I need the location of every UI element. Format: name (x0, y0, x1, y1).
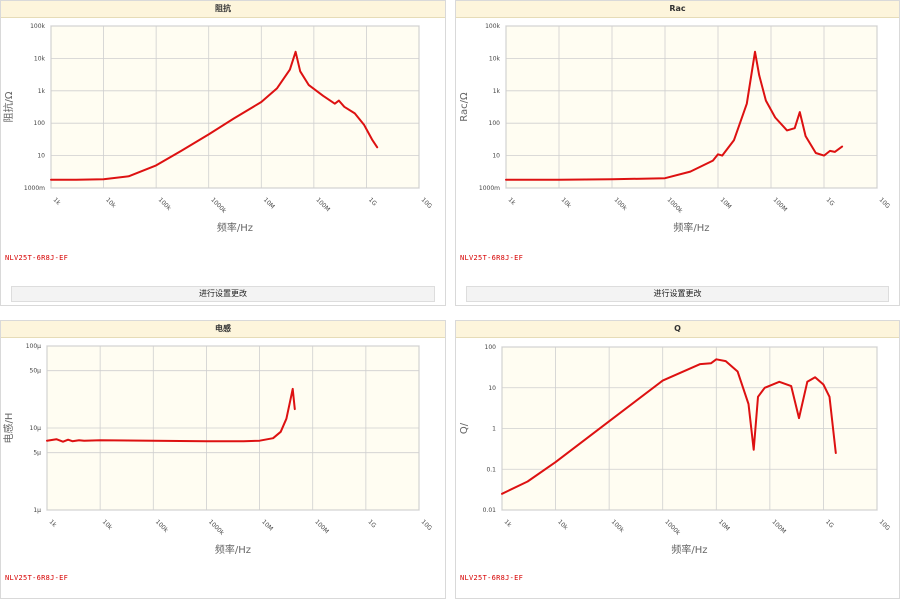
x-tick-label: 10G (420, 518, 434, 532)
x-tick-label: 1G (824, 518, 835, 529)
x-tick-label: 1k (507, 196, 517, 206)
y-axis-title: 电感/H (2, 413, 15, 444)
x-tick-label: 10k (560, 196, 573, 209)
x-tick-label: 1G (825, 196, 836, 207)
part-number-label: NLV25T-6R8J-EF (5, 254, 69, 262)
x-tick-label: 10M (262, 196, 276, 210)
settings-change-button[interactable]: 进行设置更改 (11, 286, 435, 302)
y-tick-label: 10 (37, 153, 45, 160)
panel-title: 电感 (1, 321, 445, 338)
settings-change-button[interactable]: 进行设置更改 (466, 286, 889, 302)
x-tick-label: 100M (772, 196, 789, 213)
y-tick-label: 100k (485, 23, 500, 30)
panel-title: Q (456, 321, 899, 338)
impedance-chart: 1k 10k 100k 1000k 10M 100M 1G 10G 1000m 10 100 1k 10… (2, 23, 434, 234)
part-number-label: NLV25T-6R8J-EF (460, 254, 524, 262)
y-tick-label: 100μ (26, 343, 41, 350)
y-tick-label: 1 (492, 426, 496, 433)
x-tick-label: 100k (610, 518, 626, 534)
y-tick-label: 100k (30, 23, 45, 30)
x-tick-label: 1k (52, 196, 62, 206)
x-tick-label: 1000k (666, 196, 685, 215)
rac-chart: 1k 10k 100k 1000k 10M 100M 1G 10G 1000m 10 100 1k 10… (459, 23, 892, 234)
y-tick-label: 100 (34, 120, 46, 127)
q-panel: Q 1k 10k 100k 1000k 10M 100M 1G 10G 0.01 0.1 1 10 10… (455, 320, 900, 599)
series-line (46, 387, 296, 443)
x-tick-label: 100M (770, 518, 787, 535)
series-line (501, 358, 837, 495)
plot-area (505, 25, 878, 189)
y-tick-label: 1k (38, 88, 46, 95)
x-tick-label: 1000k (207, 518, 226, 537)
series-line (50, 50, 379, 181)
y-tick-label: 1000m (479, 185, 500, 192)
y-axis-title: Q/ (459, 422, 470, 434)
y-tick-label: 10k (489, 55, 501, 62)
x-tick-label: 10M (717, 518, 731, 532)
y-tick-label: 10 (488, 385, 496, 392)
impedance-panel: 阻抗 1k 10k 100k 1000k 10M 100M 1G 10G 1000m 10 100 1… (0, 0, 446, 306)
x-tick-label: 100k (154, 518, 170, 534)
y-tick-label: 50μ (30, 368, 42, 375)
panel-title: Rac (456, 1, 899, 18)
x-tick-label: 1G (367, 196, 378, 207)
y-tick-label: 0.1 (486, 466, 496, 473)
y-tick-label: 10μ (30, 425, 42, 432)
x-tick-label: 100M (313, 518, 330, 535)
x-tick-label: 10k (101, 518, 114, 531)
x-tick-label: 100k (157, 196, 173, 212)
x-axis-title: 频率/Hz (671, 543, 707, 556)
y-tick-label: 1000m (24, 185, 45, 192)
x-tick-label: 10G (878, 196, 892, 210)
series-line (505, 50, 844, 181)
y-tick-label: 1μ (33, 507, 41, 514)
inductance-panel: 电感 1k 10k 100k 1000k 10M 100M 1G 10G 1μ 5μ 10μ 50μ 1… (0, 320, 446, 599)
x-axis-title: 频率/Hz (673, 221, 709, 234)
y-tick-label: 1k (493, 88, 501, 95)
y-tick-label: 5μ (33, 450, 41, 457)
panel-title: 阻抗 (1, 1, 445, 18)
x-tick-label: 10G (878, 518, 892, 532)
x-tick-label: 100M (314, 196, 331, 213)
x-axis-title: 频率/Hz (217, 221, 253, 234)
y-tick-label: 10k (34, 55, 46, 62)
x-tick-label: 100k (613, 196, 629, 212)
part-number-label: NLV25T-6R8J-EF (460, 574, 524, 582)
x-tick-label: 10G (420, 196, 434, 210)
x-tick-label: 1G (366, 518, 377, 529)
y-tick-label: 0.01 (483, 507, 497, 514)
y-axis-title: 阻抗/Ω (2, 91, 15, 122)
x-axis-title: 频率/Hz (215, 543, 251, 556)
x-tick-label: 1000k (663, 518, 682, 537)
y-tick-label: 10 (492, 153, 500, 160)
x-tick-label: 1000k (209, 196, 228, 215)
x-tick-label: 10M (260, 518, 274, 532)
x-tick-label: 10M (719, 196, 733, 210)
plot-area (50, 25, 420, 189)
x-tick-label: 10k (556, 518, 569, 531)
y-tick-label: 100 (485, 344, 497, 351)
q-chart: 1k 10k 100k 1000k 10M 100M 1G 10G 0.01 0.1 1 10 100 频… (459, 344, 892, 556)
y-tick-label: 100 (489, 120, 501, 127)
x-tick-label: 10k (104, 196, 117, 209)
x-tick-label: 1k (503, 518, 513, 528)
x-tick-label: 1k (48, 518, 58, 528)
inductance-chart: 1k 10k 100k 1000k 10M 100M 1G 10G 1μ 5μ 10μ 50μ 100μ… (2, 343, 434, 556)
part-number-label: NLV25T-6R8J-EF (5, 574, 69, 582)
rac-panel: Rac 1k 10k 100k 1000k 10M 100M 1G 10G 1000m 10 100… (455, 0, 900, 306)
y-axis-title: Rac/Ω (459, 92, 470, 122)
